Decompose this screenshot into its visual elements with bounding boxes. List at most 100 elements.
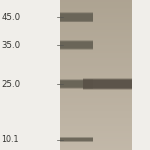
Bar: [60, 139, 132, 141]
Bar: [60, 109, 132, 111]
Bar: [60, 66, 132, 68]
Bar: [60, 54, 132, 56]
Bar: [60, 107, 132, 109]
Bar: [60, 114, 132, 116]
Bar: [60, 52, 132, 54]
Bar: [60, 86, 132, 88]
Bar: [60, 2, 132, 4]
Bar: [60, 128, 132, 129]
Bar: [60, 142, 132, 144]
Bar: [60, 13, 132, 15]
Bar: [60, 116, 132, 118]
Text: 35.0: 35.0: [2, 40, 21, 50]
Bar: [60, 90, 132, 92]
Bar: [82, 79, 132, 89]
Bar: [60, 12, 93, 22]
Bar: [60, 79, 132, 81]
Bar: [60, 36, 132, 38]
Bar: [60, 19, 132, 21]
Bar: [60, 80, 93, 88]
Bar: [60, 81, 93, 87]
Bar: [60, 62, 132, 64]
Bar: [60, 30, 132, 32]
Bar: [60, 41, 93, 49]
Bar: [60, 138, 93, 141]
Bar: [60, 148, 132, 150]
Bar: [60, 137, 93, 142]
Text: 45.0: 45.0: [2, 13, 21, 22]
Bar: [60, 68, 132, 69]
Bar: [60, 41, 93, 49]
Bar: [82, 78, 132, 90]
Bar: [60, 112, 132, 114]
Bar: [60, 81, 132, 82]
Text: 25.0: 25.0: [2, 80, 21, 88]
Bar: [60, 24, 132, 26]
Bar: [60, 42, 93, 48]
Bar: [60, 88, 132, 90]
Bar: [60, 38, 132, 39]
Bar: [60, 14, 93, 21]
Bar: [60, 39, 132, 41]
Bar: [60, 137, 93, 142]
Bar: [60, 77, 132, 79]
Bar: [60, 138, 93, 141]
Bar: [60, 9, 132, 11]
Bar: [60, 111, 132, 112]
Bar: [60, 32, 132, 34]
Bar: [60, 42, 93, 48]
Bar: [60, 8, 132, 9]
Bar: [60, 92, 132, 94]
Bar: [60, 98, 132, 99]
Bar: [60, 146, 132, 148]
Bar: [60, 144, 132, 146]
Bar: [132, 0, 150, 150]
Bar: [60, 138, 93, 141]
Bar: [60, 40, 93, 50]
Bar: [60, 58, 132, 60]
Bar: [60, 41, 132, 43]
Bar: [60, 129, 132, 131]
Bar: [60, 135, 132, 137]
Bar: [60, 71, 132, 73]
Bar: [60, 82, 132, 84]
Bar: [60, 137, 132, 139]
Bar: [60, 4, 132, 6]
Bar: [60, 99, 132, 101]
Bar: [60, 75, 132, 77]
Bar: [60, 73, 132, 75]
Bar: [60, 14, 93, 20]
Bar: [60, 49, 132, 51]
Bar: [60, 64, 132, 66]
Bar: [60, 96, 132, 98]
Bar: [60, 51, 132, 52]
Bar: [82, 79, 132, 89]
Bar: [60, 43, 132, 45]
Bar: [60, 81, 93, 87]
Bar: [60, 26, 132, 28]
Bar: [60, 133, 132, 135]
Bar: [60, 79, 93, 89]
Bar: [60, 17, 132, 19]
Bar: [60, 131, 132, 133]
Bar: [60, 141, 132, 142]
Bar: [60, 13, 93, 22]
Bar: [60, 34, 132, 36]
Bar: [60, 47, 132, 49]
Bar: [60, 105, 132, 107]
Bar: [60, 28, 132, 30]
Bar: [60, 21, 132, 22]
Bar: [60, 118, 132, 120]
Bar: [60, 84, 132, 86]
Bar: [60, 60, 132, 62]
Bar: [60, 120, 132, 122]
Bar: [60, 22, 132, 24]
Bar: [60, 0, 132, 2]
Bar: [60, 6, 132, 8]
Bar: [60, 126, 132, 127]
Bar: [60, 80, 93, 88]
Text: 10.1: 10.1: [2, 135, 19, 144]
Bar: [60, 94, 132, 96]
Bar: [60, 45, 132, 47]
Bar: [82, 80, 132, 88]
